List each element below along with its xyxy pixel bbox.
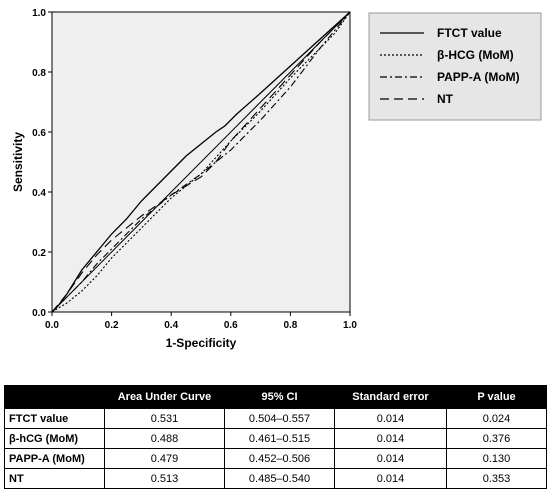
results-table: Area Under Curve 95% CI Standard error P… (4, 385, 547, 489)
table-row: PAPP-A (MoM) 0.479 0.452–0.506 0.014 0.1… (4, 448, 547, 469)
x-tick-label: 0.2 (105, 320, 119, 331)
y-tick-label: 0.2 (32, 248, 46, 259)
x-tick-label: 0.4 (164, 320, 178, 331)
legend-items: FTCT value β-HCG (MoM) PAPP-A (MoM) NT (380, 26, 520, 106)
legend-box (368, 12, 542, 121)
table-cell: 0.452–0.506 (224, 448, 335, 469)
series-line (51, 11, 351, 313)
table-cell: 0.024 (446, 408, 547, 429)
x-tick-label: 0.0 (45, 320, 59, 331)
legend: FTCT value β-HCG (MoM) PAPP-A (MoM) NT (368, 12, 542, 121)
table-cell: 0.014 (334, 428, 447, 449)
legend-label: NT (437, 92, 454, 106)
table-cell: 0.488 (104, 428, 225, 449)
table-row-label: β-hCG (MoM) (4, 428, 105, 449)
x-axis-ticks: 0.0 0.2 0.4 0.6 0.8 1.0 (45, 312, 357, 331)
table-header-cell: Standard error (334, 385, 447, 409)
y-tick-label: 0.4 (32, 188, 46, 199)
reference-diagonal (51, 11, 351, 313)
x-axis-label: 1-Specificity (166, 336, 237, 350)
table-header-cell: P value (446, 385, 547, 409)
table-header-cell: Area Under Curve (104, 385, 225, 409)
table-row: NT 0.513 0.485–0.540 0.014 0.353 (4, 468, 547, 489)
table-cell: 0.513 (104, 468, 225, 489)
y-tick-label: 1.0 (32, 8, 46, 19)
y-axis-label: Sensitivity (11, 132, 25, 192)
table-row: β-hCG (MoM) 0.488 0.461–0.515 0.014 0.37… (4, 428, 547, 449)
table-cell: 0.461–0.515 (224, 428, 335, 449)
table-cell: 0.376 (446, 428, 547, 449)
table-cell: 0.014 (334, 408, 447, 429)
table-cell: 0.504–0.557 (224, 408, 335, 429)
roc-curves (51, 11, 351, 313)
table-header-row: Area Under Curve 95% CI Standard error P… (4, 385, 547, 409)
roc-chart: 0.0 0.2 0.4 0.6 0.8 1.0 0.0 0.2 0.4 0.6 0.8 1.0 1-… (11, 8, 542, 350)
table-row-label: FTCT value (4, 408, 105, 429)
table-header-cell (4, 385, 105, 409)
table-cell: 0.479 (104, 448, 225, 469)
table-cell: 0.014 (334, 468, 447, 489)
x-tick-label: 1.0 (343, 320, 357, 331)
legend-label: β-HCG (MoM) (437, 48, 514, 62)
legend-label: FTCT value (437, 26, 502, 40)
x-tick-label: 0.8 (283, 320, 297, 331)
table-cell: 0.531 (104, 408, 225, 429)
table-row: FTCT value 0.531 0.504–0.557 0.014 0.024 (4, 408, 547, 429)
table-row-label: NT (4, 468, 105, 489)
table-cell: 0.014 (334, 448, 447, 469)
series-line (51, 11, 351, 313)
y-tick-label: 0.0 (32, 308, 46, 319)
y-axis-ticks: 0.0 0.2 0.4 0.6 0.8 1.0 (32, 8, 52, 319)
table-cell: 0.130 (446, 448, 547, 469)
series-line (51, 11, 351, 313)
x-tick-label: 0.6 (224, 320, 238, 331)
y-tick-label: 0.8 (32, 68, 46, 79)
y-tick-label: 0.6 (32, 128, 46, 139)
legend-label: PAPP-A (MoM) (437, 70, 520, 84)
table-row-label: PAPP-A (MoM) (4, 448, 105, 469)
table-cell: 0.485–0.540 (224, 468, 335, 489)
table-header-cell: 95% CI (224, 385, 335, 409)
table-cell: 0.353 (446, 468, 547, 489)
